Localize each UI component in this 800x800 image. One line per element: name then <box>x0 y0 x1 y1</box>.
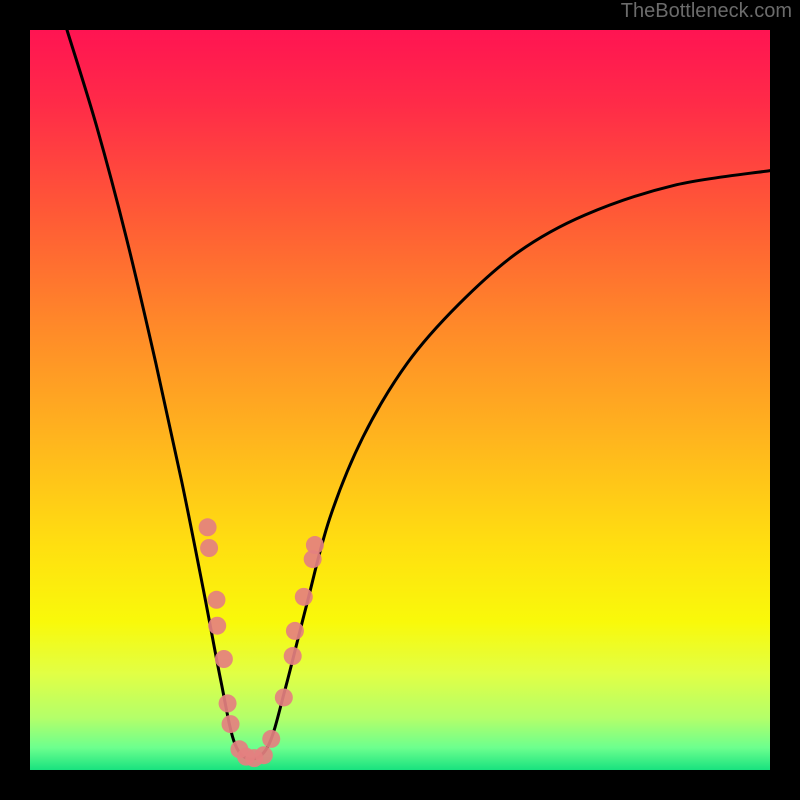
marker-dot <box>222 715 240 733</box>
marker-dot <box>284 647 302 665</box>
marker-dot <box>262 730 280 748</box>
marker-dot <box>286 622 304 640</box>
marker-dot <box>295 588 313 606</box>
marker-dot <box>255 746 273 764</box>
marker-dot <box>275 688 293 706</box>
bottleneck-chart <box>0 0 800 800</box>
marker-dot <box>219 694 237 712</box>
marker-dot <box>306 536 324 554</box>
marker-dot <box>215 650 233 668</box>
marker-dot <box>200 539 218 557</box>
marker-dot <box>207 591 225 609</box>
marker-dot <box>199 518 217 536</box>
chart-container: TheBottleneck.com <box>0 0 800 800</box>
gradient-background <box>30 30 770 770</box>
marker-dot <box>208 617 226 635</box>
